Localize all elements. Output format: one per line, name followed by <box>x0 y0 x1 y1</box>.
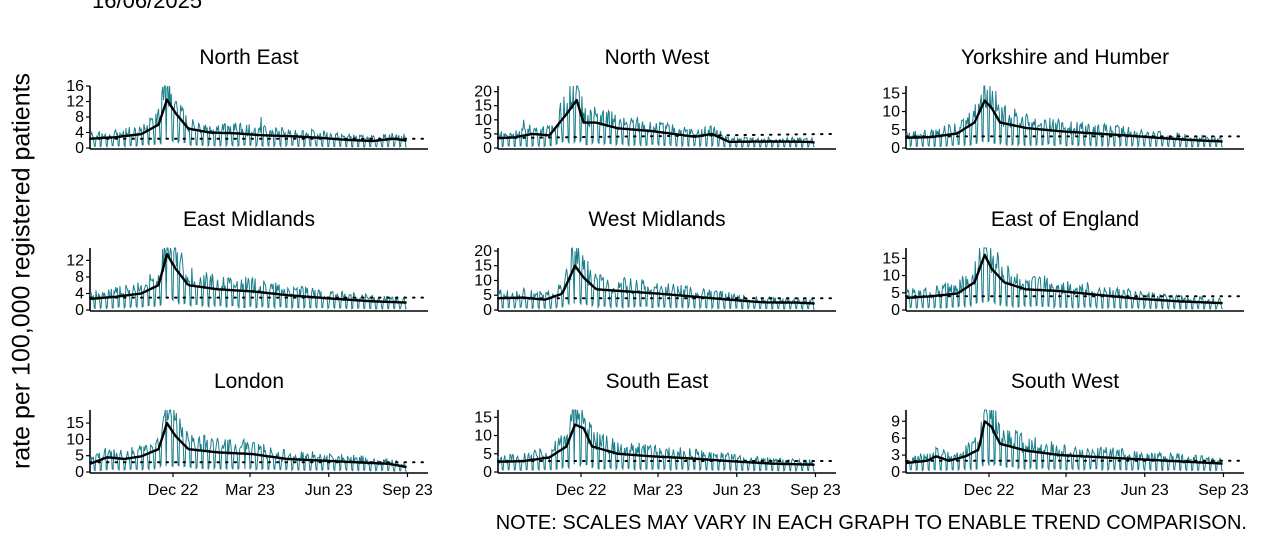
panel-london-y-tick-label: 15 <box>66 415 84 432</box>
panel-south-west-x-tick-label: Mar 23 <box>1041 482 1091 499</box>
panel-south-west-smoothed-series <box>905 420 1223 465</box>
panel-london-y-tick-label: 5 <box>75 448 84 465</box>
panel-north-west-y-tick-label: 20 <box>474 84 492 101</box>
scale-note: NOTE: SCALES MAY VARY IN EACH GRAPH TO E… <box>495 512 1247 534</box>
panel-south-west-y-tick-label: 6 <box>891 430 900 447</box>
panel-north-west-smoothed-series <box>498 98 815 144</box>
panel-south-west-y-tick-label: 9 <box>891 413 900 430</box>
panel-south-east-y-tick-label: 5 <box>483 446 492 463</box>
panel-north-west-daily-series <box>497 85 815 149</box>
panel-west-midlands-y-tick-label: 20 <box>474 243 492 260</box>
panel-east-of-england-y-tick-label: 0 <box>891 302 900 319</box>
panel-yorkshire-and-humber-y-tick-label: 5 <box>891 122 900 139</box>
panel-east-midlands-y-tick-label: 8 <box>75 269 84 286</box>
panel-south-west-title: South West <box>1011 370 1119 393</box>
panel-east-of-england-y-tick-label: 5 <box>891 285 900 302</box>
panel-south-east-title: South East <box>606 370 709 393</box>
panel-west-midlands-y-tick-label: 15 <box>474 258 492 275</box>
panel-east-of-england-smoothed-series <box>905 253 1223 305</box>
panel-london-daily-series <box>89 409 407 472</box>
panel-south-east-x-tick-label: Dec 22 <box>556 482 607 499</box>
panel-south-west-y-tick-label: 0 <box>891 464 900 481</box>
panel-south-east-x-tick-label: Sep 23 <box>790 482 841 499</box>
panel-south-west-x-tick-label: Dec 22 <box>964 482 1015 499</box>
panel-south-east-x-tick-label: Jun 23 <box>713 482 761 499</box>
panel-south-east-daily-series <box>497 409 815 473</box>
panel-north-west-title: North West <box>605 46 710 69</box>
panel-london-x-tick-label: Mar 23 <box>225 482 275 499</box>
panel-north-west-y-tick-label: 5 <box>483 126 492 143</box>
panel-east-midlands-y-tick-label: 0 <box>75 302 84 319</box>
panel-north-east-y-tick-label: 0 <box>75 140 84 157</box>
panel-west-midlands-daily-series <box>497 247 815 310</box>
panel-london-title: London <box>214 370 284 393</box>
panel-west-midlands-y-tick-label: 5 <box>483 287 492 304</box>
panel-north-east-y-tick-label: 16 <box>66 78 84 95</box>
panel-london-smoothed-series <box>89 421 407 469</box>
panel-east-of-england-y-tick-label: 10 <box>882 268 900 285</box>
panel-north-east-smoothed-series <box>89 98 407 143</box>
panel-south-west-y-tick-label: 3 <box>891 447 900 464</box>
panel-west-midlands-title: West Midlands <box>588 208 725 231</box>
panel-south-west-x-tick-label: Jun 23 <box>1121 482 1169 499</box>
panel-north-east-title: North East <box>199 46 298 69</box>
panel-east-midlands-y-tick-label: 4 <box>75 285 84 302</box>
panel-south-east-y-tick-label: 0 <box>483 464 492 481</box>
panel-east-midlands-daily-series <box>89 247 407 311</box>
panel-west-midlands-smoothed-series <box>498 264 815 305</box>
panel-north-west-y-tick-label: 15 <box>474 98 492 115</box>
panel-north-west-y-tick-label: 0 <box>483 140 492 157</box>
panel-north-east-y-tick-label: 4 <box>75 125 84 142</box>
panel-north-east-y-tick-label: 12 <box>66 94 84 111</box>
panel-west-midlands-y-tick-label: 0 <box>483 302 492 319</box>
panel-south-west-x-tick-label: Sep 23 <box>1198 482 1249 499</box>
date-label: 16/06/2025 <box>92 0 203 13</box>
panel-east-of-england-title: East of England <box>991 208 1139 231</box>
panel-east-midlands-title: East Midlands <box>183 208 315 231</box>
panel-east-midlands-y-tick-label: 12 <box>66 252 84 269</box>
panel-south-east-smoothed-series <box>497 423 815 466</box>
panel-north-east-y-tick-label: 8 <box>75 109 84 126</box>
panel-yorkshire-and-humber-y-tick-label: 15 <box>882 85 900 102</box>
panel-south-east-x-tick-label: Mar 23 <box>633 482 683 499</box>
panel-north-west-baseline <box>497 132 837 140</box>
panel-west-midlands-y-tick-label: 10 <box>474 272 492 289</box>
panel-yorkshire-and-humber-smoothed-series <box>905 99 1223 143</box>
panel-north-east-daily-series <box>89 85 407 149</box>
panel-south-west-daily-series <box>905 409 1223 472</box>
panel-south-east-y-tick-label: 15 <box>474 409 492 426</box>
panel-london-x-tick-label: Jun 23 <box>305 482 353 499</box>
panel-london-y-tick-label: 0 <box>75 464 84 481</box>
panel-yorkshire-and-humber-y-tick-label: 0 <box>891 140 900 157</box>
panel-north-west-y-tick-label: 10 <box>474 112 492 129</box>
panel-yorkshire-and-humber-y-tick-label: 10 <box>882 104 900 121</box>
panel-east-midlands-smoothed-series <box>89 253 407 304</box>
panel-london-x-tick-label: Dec 22 <box>148 482 199 499</box>
panel-east-of-england-y-tick-label: 15 <box>882 250 900 267</box>
panel-yorkshire-and-humber-title: Yorkshire and Humber <box>961 46 1169 69</box>
panel-london-y-tick-label: 10 <box>66 431 84 448</box>
panel-south-east-y-tick-label: 10 <box>474 428 492 445</box>
panel-london-x-tick-label: Sep 23 <box>382 482 433 499</box>
